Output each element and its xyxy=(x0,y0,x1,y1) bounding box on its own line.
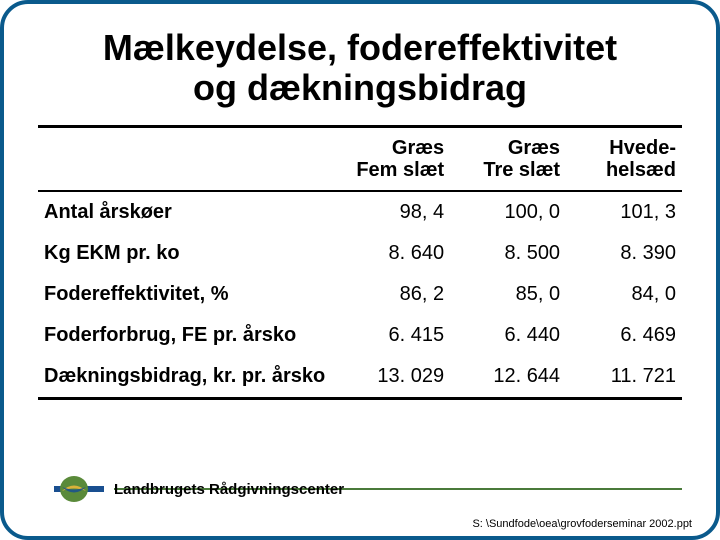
cell: 6. 469 xyxy=(566,315,682,356)
footer: Landbrugets Rådgivningscenter xyxy=(54,474,344,504)
table-row: Dækningsbidrag, kr. pr. årsko 13. 029 12… xyxy=(38,356,682,399)
table-row: Antal årskøer 98, 4 100, 0 101, 3 xyxy=(38,191,682,233)
cell: 8. 390 xyxy=(566,233,682,274)
cell: 8. 640 xyxy=(334,233,450,274)
row-label: Foderforbrug, FE pr. årsko xyxy=(38,315,334,356)
header-col-3-line1: Hvede- xyxy=(609,137,676,159)
table-row: Fodereffektivitet, % 86, 2 85, 0 84, 0 xyxy=(38,274,682,315)
cell: 86, 2 xyxy=(334,274,450,315)
cell: 100, 0 xyxy=(450,191,566,233)
row-label: Fodereffektivitet, % xyxy=(38,274,334,315)
cell: 6. 440 xyxy=(450,315,566,356)
header-col-3-line2: helsæd xyxy=(606,159,676,181)
title-line-1: Mælkeydelse, fodereffektivitet xyxy=(103,27,617,68)
slide-title: Mælkeydelse, fodereffektivitet og dæknin… xyxy=(38,28,682,109)
title-line-2: og dækningsbidrag xyxy=(193,67,527,108)
cell: 101, 3 xyxy=(566,191,682,233)
cell: 84, 0 xyxy=(566,274,682,315)
footer-org-text: Landbrugets Rådgivningscenter xyxy=(114,481,344,498)
header-col-1-line1: Græs xyxy=(392,137,444,159)
row-label: Kg EKM pr. ko xyxy=(38,233,334,274)
table-row: Kg EKM pr. ko 8. 640 8. 500 8. 390 xyxy=(38,233,682,274)
header-empty xyxy=(38,126,334,191)
header-col-3: Hvede- helsæd xyxy=(566,126,682,191)
cell: 8. 500 xyxy=(450,233,566,274)
data-table: Græs Fem slæt Græs Tre slæt Hvede- helsæ… xyxy=(38,125,682,401)
table-row: Foderforbrug, FE pr. årsko 6. 415 6. 440… xyxy=(38,315,682,356)
cell: 12. 644 xyxy=(450,356,566,399)
header-col-2-line2: Tre slæt xyxy=(483,159,560,181)
cell: 6. 415 xyxy=(334,315,450,356)
cell: 13. 029 xyxy=(334,356,450,399)
header-col-2: Græs Tre slæt xyxy=(450,126,566,191)
row-label: Antal årskøer xyxy=(38,191,334,233)
slide-frame: Mælkeydelse, fodereffektivitet og dæknin… xyxy=(0,0,720,540)
cell: 11. 721 xyxy=(566,356,682,399)
org-logo-icon xyxy=(54,474,104,504)
header-col-1: Græs Fem slæt xyxy=(334,126,450,191)
row-label: Dækningsbidrag, kr. pr. årsko xyxy=(38,356,334,399)
header-col-2-line1: Græs xyxy=(508,137,560,159)
cell: 98, 4 xyxy=(334,191,450,233)
table-header-row: Græs Fem slæt Græs Tre slæt Hvede- helsæ… xyxy=(38,126,682,191)
cell: 85, 0 xyxy=(450,274,566,315)
header-col-1-line2: Fem slæt xyxy=(356,159,444,181)
source-path: S: \Sundfode\oea\grovfoderseminar 2002.p… xyxy=(472,518,692,530)
